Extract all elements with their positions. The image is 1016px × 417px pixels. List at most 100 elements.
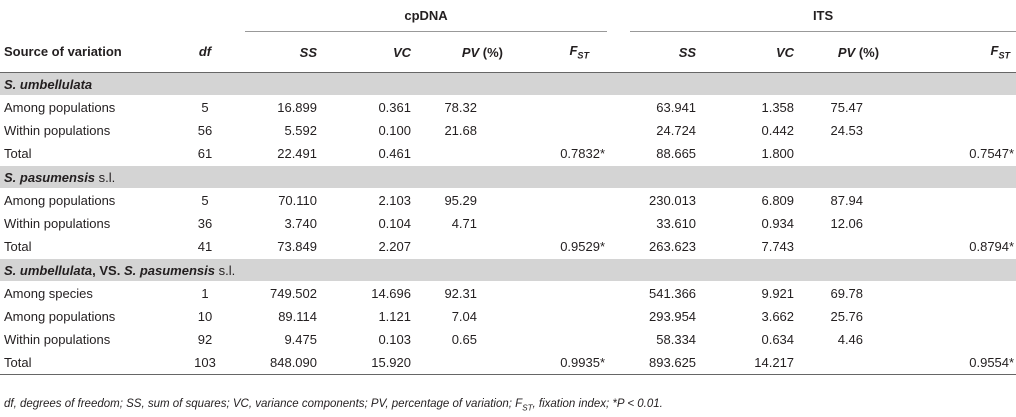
table-row: Within populations 36 3.740 0.104 4.71 33.610… (0, 212, 1016, 235)
cell-cp-vc: 2.103 (378, 193, 411, 208)
amova-table: cpDNA ITS Source of variation df SS VC P… (0, 0, 1016, 375)
column-gap (607, 235, 630, 259)
cell-cp-vc: 0.100 (378, 123, 411, 138)
table-row: Total 103 848.090 15.920 0.9935* 893.625 14.21… (0, 351, 1016, 375)
cell-cp-pv: 0.65 (451, 332, 477, 347)
fst-sub: ST (998, 50, 1011, 61)
col-cp-vc-header: VC (343, 31, 425, 73)
pv-unit: (%) (482, 44, 503, 60)
cell-cp-pv: 78.32 (444, 100, 477, 115)
cell-source: Within populations (4, 216, 111, 231)
section-title-rest: s.l. (95, 169, 116, 185)
table-row: Among populations 5 16.899 0.361 78.32 63.941… (0, 96, 1016, 120)
cell-its-fst (899, 328, 1016, 351)
cell-its-ss: 541.366 (649, 286, 697, 301)
section-header-row: S. umbellulata, VS. S. pasumensis s.l. (0, 258, 1016, 282)
cell-its-vc: 1.358 (761, 100, 795, 115)
cell-source: Within populations (4, 123, 111, 138)
cell-df: 10 (197, 309, 213, 324)
section-title-species: S. pasumensis (4, 169, 96, 185)
cell-cp-ss: 16.899 (277, 100, 317, 115)
table-row: Within populations 92 9.475 0.103 0.65 58.334… (0, 328, 1016, 351)
cell-its-pv: 69.78 (830, 286, 864, 301)
section-title: S. umbellulata, VS. S. pasumensis s.l. (0, 258, 1016, 282)
cell-source: Among populations (4, 309, 116, 324)
table-row: Among species 1 749.502 14.696 92.31 541.366 9… (0, 282, 1016, 306)
cell-its-pv: 75.47 (830, 100, 864, 115)
cell-cp-ss: 89.114 (278, 309, 317, 324)
table-row: Among populations 10 89.114 1.121 7.04 293.95… (0, 305, 1016, 328)
cell-its-ss: 33.610 (656, 216, 697, 231)
column-gap (607, 351, 631, 375)
cell-its-vc: 0.442 (761, 123, 795, 138)
cell-cp-pv: 21.68 (444, 123, 477, 138)
cell-cp-ss: 22.491 (277, 146, 317, 161)
cell-df: 36 (197, 216, 213, 231)
column-gap (607, 305, 630, 328)
cell-cp-vc: 0.104 (378, 216, 411, 231)
cell-its-pv (808, 351, 900, 375)
col-its-pv-header: PV (%) (808, 31, 900, 73)
cell-cp-fst (517, 119, 607, 142)
fst-sub: ST (577, 50, 590, 61)
cell-source: Among species (4, 286, 93, 301)
footnote-sub: ST (522, 403, 533, 413)
cell-cp-vc: 14.696 (371, 286, 411, 301)
cell-cp-pv (425, 142, 517, 166)
section-title-species2: S. pasumensis (123, 262, 215, 278)
cell-cp-ss: 73.849 (277, 239, 317, 254)
table-row: Within populations 56 5.592 0.100 21.68 24.72… (0, 119, 1016, 142)
cell-df: 61 (197, 146, 213, 161)
cell-its-fst (899, 189, 1016, 213)
column-gap (607, 328, 630, 351)
section-title-species: S. umbellulata (4, 76, 93, 92)
cell-cp-ss: 5.592 (284, 123, 317, 138)
section-header-row: S. pasumensis s.l. (0, 165, 1016, 189)
cell-cp-ss: 749.502 (270, 286, 317, 301)
column-gap (607, 96, 630, 120)
fst-label: F (990, 43, 999, 59)
cell-its-fst: 0.9554* (899, 351, 1016, 375)
cell-its-fst (899, 96, 1016, 120)
cell-cp-ss: 848.090 (245, 351, 343, 375)
cell-df: 5 (201, 193, 209, 208)
cell-cp-pv (425, 235, 517, 259)
column-gap (607, 189, 630, 213)
cell-cp-vc: 0.361 (378, 100, 411, 115)
col-its-fst-header: FST (899, 31, 1016, 73)
section-title: S. pasumensis s.l. (0, 165, 1016, 189)
cell-its-vc: 14.217 (726, 351, 809, 375)
col-cp-fst-header: FST (517, 31, 608, 73)
cell-its-pv (808, 235, 899, 259)
cell-its-ss: 58.334 (656, 332, 697, 347)
cell-its-pv: 4.46 (837, 332, 864, 347)
cell-cp-ss: 3.740 (284, 216, 317, 231)
cell-cp-ss: 9.475 (284, 332, 317, 347)
col-cp-ss-header: SS (245, 31, 343, 73)
group-header-row: cpDNA ITS (0, 0, 1016, 32)
cell-its-fst: 0.8794* (969, 239, 1015, 254)
cell-source: Total (4, 146, 32, 161)
section-title-mid: , VS. (92, 262, 124, 278)
cell-its-vc: 1.800 (761, 146, 795, 161)
footnote-tail: , fixation index; *P < 0.01. (532, 398, 663, 410)
cell-cp-pv: 92.31 (444, 286, 477, 301)
cell-cp-vc: 0.461 (378, 146, 411, 161)
cell-its-vc: 9.921 (761, 286, 795, 301)
table-footnote: df, degrees of freedom; SS, sum of squar… (4, 398, 663, 412)
cell-its-ss: 293.954 (649, 309, 697, 324)
cell-cp-ss: 70.110 (278, 193, 317, 208)
cell-df: 56 (197, 123, 213, 138)
cell-its-fst (899, 305, 1016, 328)
section-header-row: S. umbellulata (0, 72, 1016, 96)
col-its-ss-header: SS (630, 31, 727, 73)
cell-its-ss: 88.665 (656, 146, 697, 161)
its-group-header: ITS (630, 0, 1016, 32)
column-gap (607, 119, 630, 142)
cell-df: 1 (201, 286, 209, 301)
cell-cp-pv: 95.29 (444, 193, 477, 208)
cell-source: Within populations (4, 332, 111, 347)
cell-its-fst (899, 212, 1016, 235)
cell-cp-fst: 0.9935* (517, 351, 608, 375)
